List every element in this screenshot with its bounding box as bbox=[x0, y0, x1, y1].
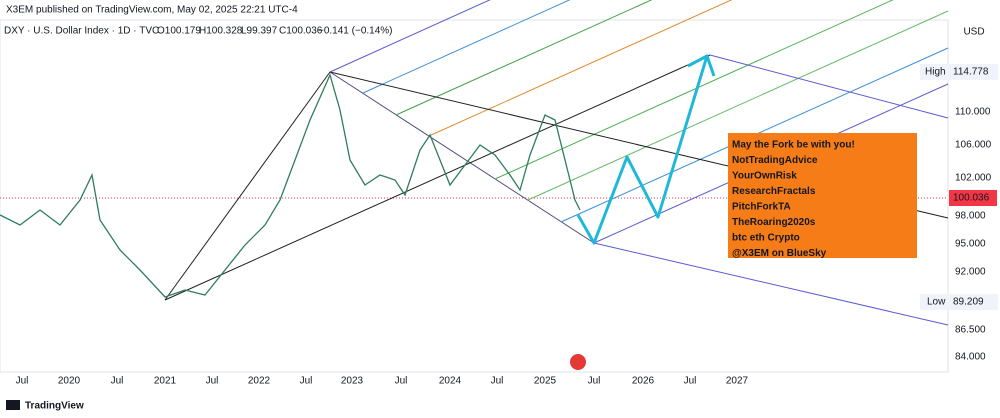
annotation-line: May the Fork be with you! bbox=[732, 140, 855, 151]
annotation-line: ResearchFractals bbox=[732, 186, 816, 197]
last-price: 100.036 bbox=[953, 193, 990, 204]
time-label: 2023 bbox=[341, 376, 364, 387]
annotation-line: YourOwnRisk bbox=[732, 171, 797, 182]
price-label: 86.500 bbox=[955, 325, 986, 336]
annotation-line: NotTradingAdvice bbox=[732, 155, 818, 166]
fork-level bbox=[527, 10, 949, 201]
time-label: Jul bbox=[395, 376, 408, 387]
price-label: 102.000 bbox=[955, 173, 992, 184]
trend-line bbox=[709, 54, 949, 119]
chart-pane: May the Fork be with you! NotTradingAdvic… bbox=[0, 0, 949, 373]
annotation-box bbox=[728, 133, 917, 258]
symbol-low: L99.397 bbox=[241, 26, 278, 37]
price-label: 98.000 bbox=[955, 211, 986, 222]
time-label: 2022 bbox=[248, 376, 271, 387]
price-label: 95.000 bbox=[955, 239, 986, 250]
time-label: 2027 bbox=[726, 376, 749, 387]
time-label: Jul bbox=[300, 376, 313, 387]
high-tag: High bbox=[925, 67, 946, 78]
time-label: 2026 bbox=[632, 376, 655, 387]
brand: TradingView bbox=[25, 401, 84, 412]
logo bbox=[6, 400, 20, 410]
time-label: Jul bbox=[111, 376, 124, 387]
price-series bbox=[0, 73, 581, 298]
annotation-line: btc eth Crypto bbox=[732, 233, 800, 244]
low-value: 89.209 bbox=[953, 297, 984, 308]
price-label: 92.000 bbox=[955, 267, 986, 278]
time-label: 2024 bbox=[439, 376, 462, 387]
fork-level bbox=[395, 0, 653, 116]
symbol-name: DXY · U.S. Dollar Index · 1D · TVC bbox=[4, 26, 159, 37]
low-tag: Low bbox=[927, 297, 946, 308]
time-label: Jul bbox=[206, 376, 219, 387]
publisher: X3EM published on TradingView.com, May 0… bbox=[6, 5, 298, 16]
price-axis: USD 110.000 106.000 102.000 98.000 95.000 92.… bbox=[920, 27, 998, 363]
high-value: 114.778 bbox=[953, 67, 989, 78]
annotation-line: PitchForkTA bbox=[732, 202, 791, 213]
time-label: Jul bbox=[588, 376, 601, 387]
projection-arrow bbox=[576, 54, 716, 245]
annotation: May the Fork be with you! NotTradingAdvic… bbox=[732, 140, 855, 260]
annotation-line: TheRoaring2020s bbox=[732, 217, 816, 228]
annotation-line: @X3EM on BlueSky bbox=[732, 248, 827, 259]
time-label: 2021 bbox=[154, 376, 177, 387]
upper-line bbox=[329, 0, 491, 73]
time-axis: Jul 2020 Jul 2021 Jul 2022 Jul 2023 Jul 2024 Jul 20… bbox=[16, 376, 749, 387]
median-line bbox=[164, 54, 711, 301]
trend-line bbox=[593, 242, 949, 326]
time-label: Jul bbox=[684, 376, 697, 387]
time-label: Jul bbox=[491, 376, 504, 387]
symbol-info: DXY · U.S. Dollar Index · 1D · TVCO100.1… bbox=[4, 26, 393, 37]
time-label: 2020 bbox=[58, 376, 81, 387]
fork-level bbox=[494, 0, 894, 180]
footer: TradingView bbox=[6, 400, 84, 412]
event-icon bbox=[570, 354, 586, 370]
symbol-open: O100.179 bbox=[157, 26, 201, 37]
low-tag-bg bbox=[920, 294, 998, 310]
fork-level bbox=[362, 0, 571, 94]
time-label: 2025 bbox=[534, 376, 557, 387]
price-label: 84.000 bbox=[955, 352, 986, 363]
symbol-close: C100.036 bbox=[279, 26, 323, 37]
currency: USD bbox=[963, 27, 984, 38]
price-label: 110.000 bbox=[955, 107, 991, 118]
time-label: Jul bbox=[16, 376, 29, 387]
trend-line bbox=[164, 71, 331, 301]
symbol-high: H100.328 bbox=[199, 26, 243, 37]
price-label: 106.000 bbox=[955, 140, 992, 151]
symbol-change: −0.141 (−0.14%) bbox=[318, 26, 393, 37]
last-price-bg bbox=[949, 190, 997, 206]
high-tag-bg bbox=[920, 64, 998, 80]
fork-base bbox=[329, 71, 595, 244]
fork-level bbox=[428, 0, 733, 137]
